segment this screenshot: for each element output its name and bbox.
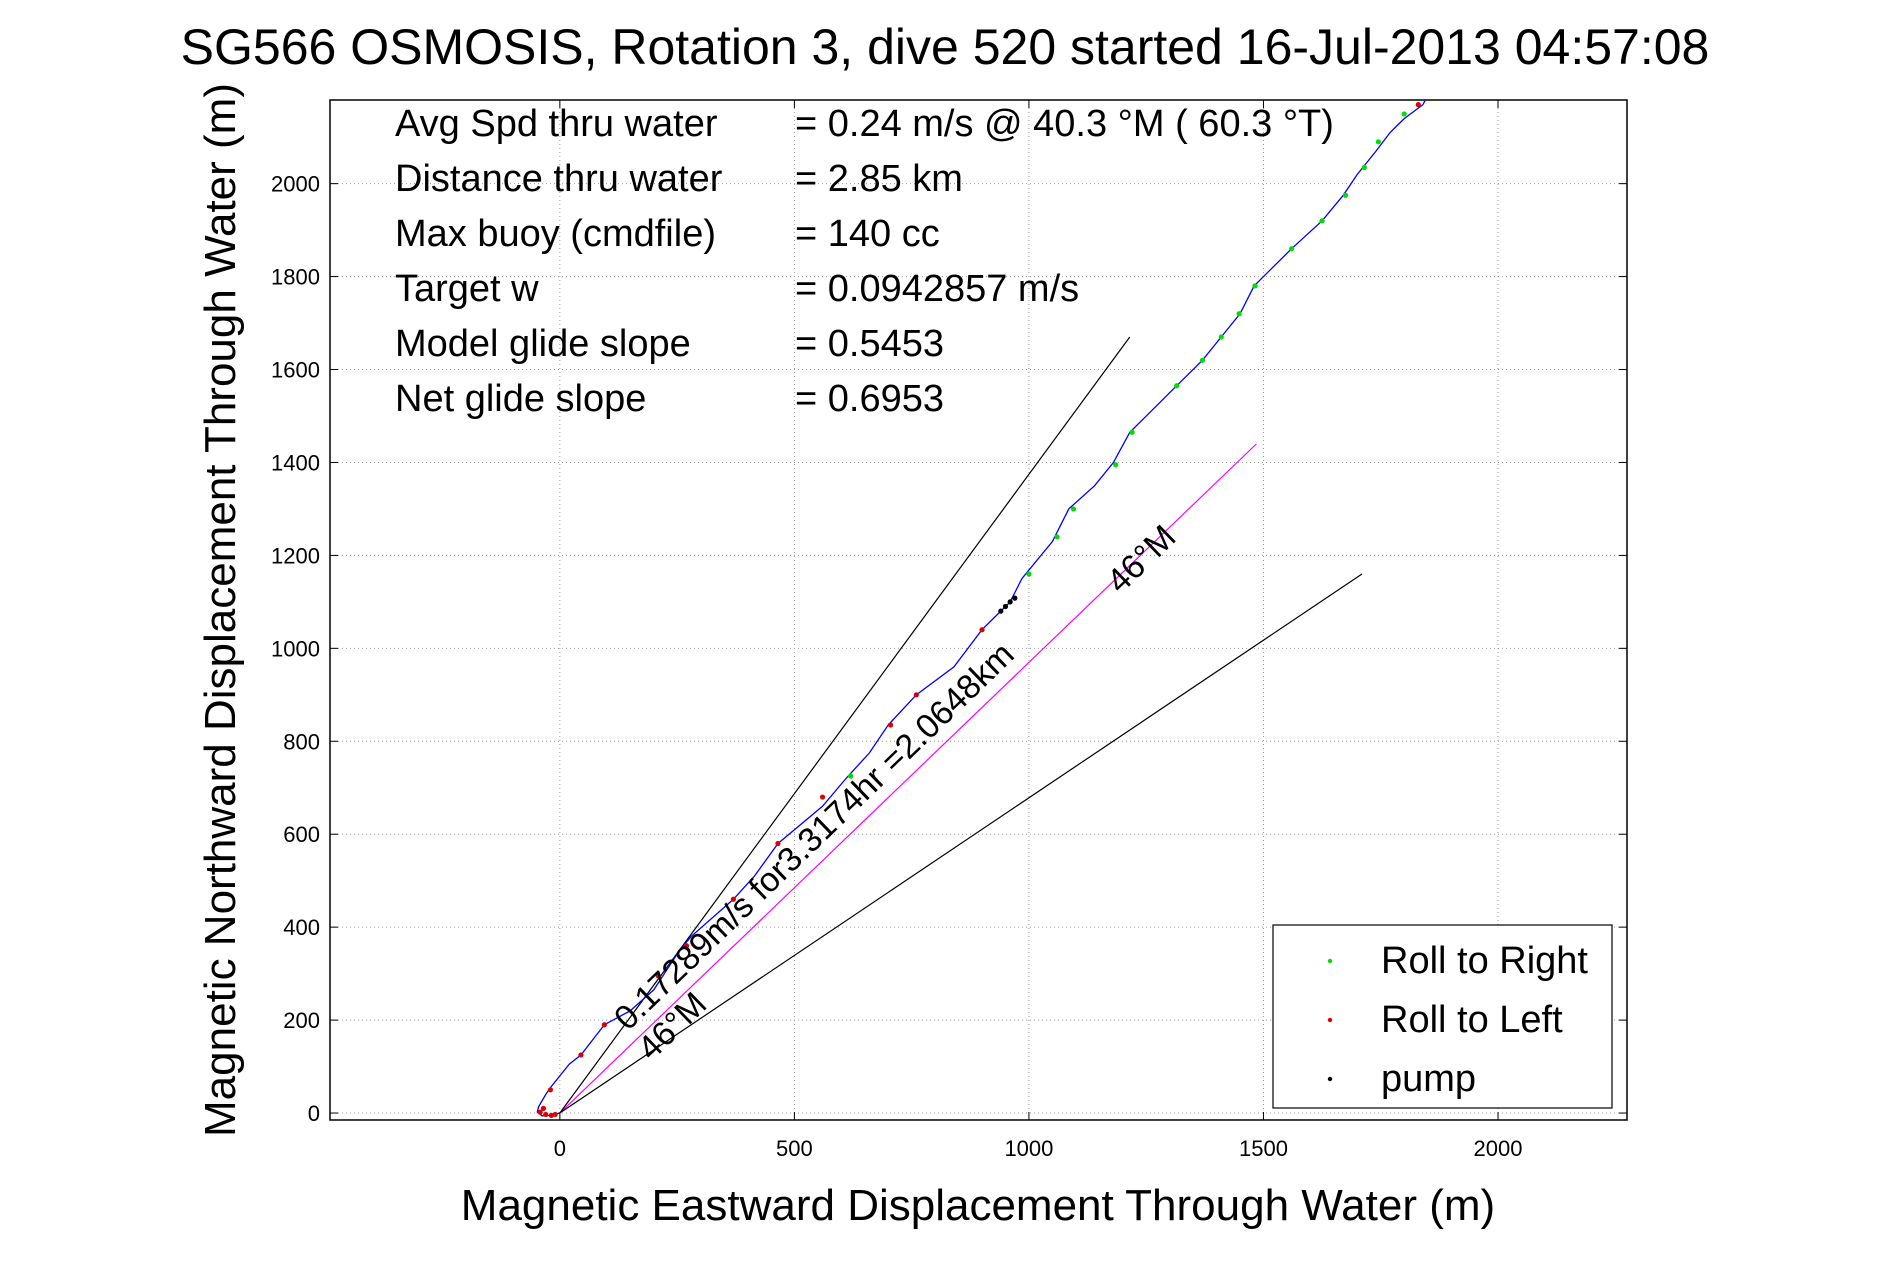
y-tick-label: 1000 <box>271 636 320 661</box>
x-tick-label: 2000 <box>1474 1136 1523 1161</box>
point-roll-to-right <box>1199 357 1206 363</box>
axis-ticks: 0 500 1000 1500 2000 0 200 400 600 800 1000 1200 140… <box>271 100 1627 1161</box>
point-roll-to-left <box>540 1105 547 1111</box>
y-tick-label: 200 <box>283 1008 320 1033</box>
legend-label: Roll to Right <box>1381 940 1588 982</box>
point-roll-to-left <box>979 627 985 633</box>
point-roll-to-right <box>1026 571 1032 577</box>
y-tick-label: 800 <box>283 729 320 754</box>
info-label: Model glide slope <box>395 323 691 365</box>
x-axis-label: Magnetic Eastward Displacement Through W… <box>461 1181 1495 1230</box>
data-points <box>537 102 1421 1118</box>
point-pump <box>1007 599 1013 605</box>
chart-title: SG566 OSMOSIS, Rotation 3, dive 520 star… <box>181 19 1710 75</box>
legend-marker <box>1327 1017 1333 1023</box>
info-label: Distance thru water <box>395 158 723 200</box>
point-roll-to-left <box>655 973 661 979</box>
info-value: = 140 cc <box>795 213 940 255</box>
point-roll-to-left <box>578 1052 584 1058</box>
point-roll-to-right <box>1174 383 1180 389</box>
x-tick-label: 1500 <box>1239 1136 1288 1161</box>
x-tick-label: 1000 <box>1004 1136 1053 1161</box>
point-roll-to-right <box>1401 111 1407 117</box>
point-roll-to-right <box>1054 534 1060 540</box>
cone-lower <box>559 573 1363 1114</box>
info-label: Max buoy (cmdfile) <box>395 213 716 255</box>
y-tick-label: 1400 <box>271 450 320 475</box>
legend-marker <box>1327 958 1333 964</box>
legend-label: Roll to Left <box>1381 999 1563 1041</box>
point-roll-to-left <box>913 692 919 698</box>
point-roll-to-right <box>1218 334 1224 340</box>
point-roll-to-left <box>537 1109 543 1115</box>
heading-line <box>559 443 1257 1114</box>
point-pump <box>998 608 1004 614</box>
info-label: Target w <box>395 268 539 310</box>
point-roll-to-right <box>1252 283 1258 289</box>
y-tick-label: 2000 <box>271 172 320 197</box>
legend: Roll to Right Roll to Left pump <box>1272 924 1613 1109</box>
reference-lines <box>559 336 1363 1114</box>
legend-marker <box>1327 1076 1333 1082</box>
point-roll-to-right <box>1342 192 1349 198</box>
plot-area-frame <box>329 99 1628 1121</box>
point-roll-to-left <box>887 722 894 728</box>
y-tick-label: 0 <box>308 1101 320 1126</box>
legend-label: pump <box>1381 1058 1476 1100</box>
point-roll-to-right <box>1070 506 1077 512</box>
info-label: Avg Spd thru water <box>395 103 718 145</box>
point-roll-to-right <box>1361 164 1367 170</box>
y-tick-label: 1600 <box>271 358 320 383</box>
point-roll-to-left <box>547 1087 554 1093</box>
x-tick-label: 0 <box>554 1136 566 1161</box>
point-roll-to-right <box>1236 311 1242 317</box>
point-roll-to-left <box>1415 102 1421 108</box>
x-tick-label: 500 <box>776 1136 813 1161</box>
point-roll-to-left <box>552 1111 558 1118</box>
y-tick-label: 400 <box>283 915 320 940</box>
point-roll-to-right <box>848 773 854 779</box>
info-value: = 0.6953 <box>795 378 944 420</box>
grid <box>330 100 1627 1120</box>
y-tick-label: 600 <box>283 822 320 847</box>
y-tick-label: 1200 <box>271 543 320 568</box>
y-tick-label: 1800 <box>271 265 320 290</box>
point-pump <box>1012 595 1018 601</box>
y-axis-label: Magnetic Northward Displacement Through … <box>196 83 245 1137</box>
cone-upper <box>559 336 1131 1114</box>
point-roll-to-left <box>601 1022 608 1028</box>
point-roll-to-right <box>1375 139 1381 145</box>
point-pump <box>1002 603 1009 610</box>
point-roll-to-right <box>1113 462 1119 468</box>
info-value: = 2.85 km <box>795 158 963 200</box>
info-value: = 0.5453 <box>795 323 944 365</box>
info-value: = 0.0942857 m/s <box>795 268 1079 310</box>
point-roll-to-left <box>683 943 690 949</box>
point-roll-to-right <box>1289 246 1295 252</box>
point-roll-to-left <box>819 794 826 800</box>
point-roll-to-right <box>1129 429 1135 435</box>
info-value: = 0.24 m/s @ 40.3 °M ( 60.3 °T) <box>795 103 1334 145</box>
info-panel: Avg Spd thru water = 0.24 m/s @ 40.3 °M (… <box>395 103 1334 420</box>
point-roll-to-left <box>543 1111 549 1118</box>
point-roll-to-right <box>1319 218 1325 224</box>
point-roll-to-left <box>775 840 781 847</box>
point-roll-to-left <box>730 896 737 902</box>
info-label: Net glide slope <box>395 378 646 420</box>
